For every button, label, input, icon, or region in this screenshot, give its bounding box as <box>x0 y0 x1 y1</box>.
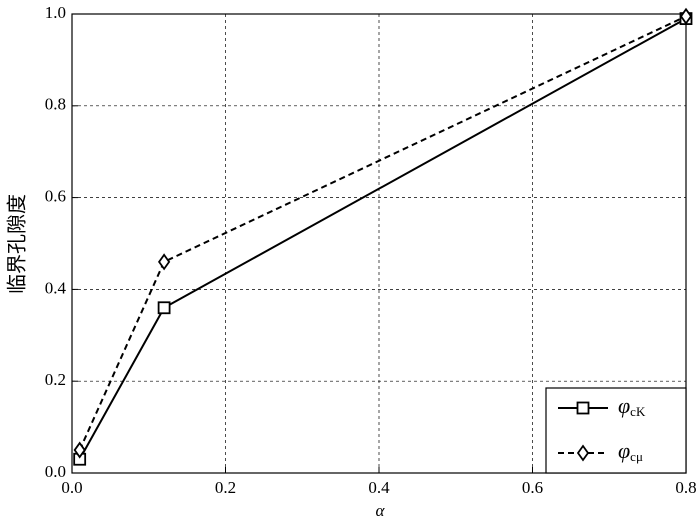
legend-marker <box>576 444 590 462</box>
plot-frame <box>71 13 687 474</box>
marker <box>157 253 171 271</box>
x-tick-label: 0.8 <box>675 478 696 497</box>
x-tick-label: 0.6 <box>522 478 543 497</box>
x-tick-label: 0.4 <box>368 478 390 497</box>
marker <box>157 301 171 315</box>
legend-marker <box>576 401 590 415</box>
y-tick-label: 0.0 <box>45 462 66 481</box>
x-axis-label: α <box>376 501 386 520</box>
y-tick-label: 0.8 <box>45 95 66 114</box>
legend-box <box>545 387 687 474</box>
marker <box>679 7 693 25</box>
legend-label: φcμ <box>618 438 643 464</box>
y-tick-label: 0.2 <box>45 370 66 389</box>
x-tick-label: 0.0 <box>61 478 82 497</box>
marker <box>73 441 86 459</box>
y-tick-label: 1.0 <box>45 3 66 22</box>
y-axis-label: 临界孔隙度 <box>5 194 29 294</box>
y-tick-label: 0.4 <box>45 278 67 297</box>
legend-label: φcK <box>618 393 646 419</box>
y-tick-label: 0.6 <box>45 187 66 206</box>
series-line <box>78 15 687 451</box>
x-tick-label: 0.2 <box>215 478 236 497</box>
